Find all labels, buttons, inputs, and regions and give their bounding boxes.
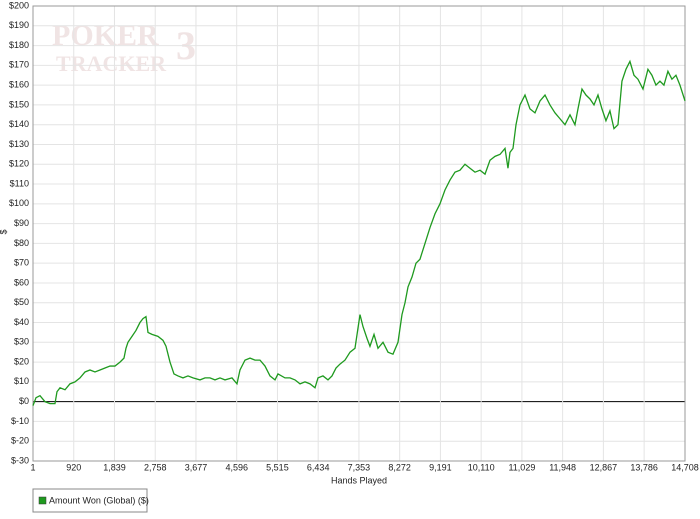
x-tick-label: 7,353 [348,462,371,472]
y-tick-label: $70 [14,258,29,268]
x-tick-label: 6,434 [307,462,330,472]
y-tick-label: $90 [14,218,29,228]
x-tick-label: 5,515 [266,462,289,472]
x-axis-label: Hands Played [331,475,387,485]
y-tick-label: $60 [14,277,29,287]
y-tick-label: $30 [14,337,29,347]
y-tick-label: $10 [14,376,29,386]
x-tick-label: 10,110 [468,462,495,472]
x-tick-label: 1 [30,462,35,472]
y-tick-label: $130 [9,139,29,149]
y-tick-label: $100 [9,198,29,208]
y-tick-label: $0 [19,396,29,406]
y-tick-label: $20 [14,356,29,366]
y-tick-label: $150 [9,99,29,109]
y-tick-label: $-20 [11,436,29,446]
x-tick-label: 2,758 [144,462,167,472]
x-tick-label: 9,191 [429,462,452,472]
y-tick-label: $-30 [11,455,29,465]
x-tick-label: 12,867 [590,462,618,472]
x-tick-label: 4,596 [225,462,248,472]
logo-text: POKER [52,19,159,52]
y-tick-label: $200 [9,0,29,10]
legend-swatch [38,496,47,505]
y-tick-label: $80 [14,238,29,248]
x-tick-label: 1,839 [103,462,126,472]
y-tick-label: $-10 [11,416,29,426]
x-tick-label: 11,029 [508,462,535,472]
y-tick-label: $40 [14,317,29,327]
x-tick-label: 8,272 [388,462,411,472]
x-tick-label: 14,708 [671,462,699,472]
legend-box [32,488,148,513]
y-tick-label: $190 [9,20,29,30]
plot-frame [32,5,686,462]
x-tick-label: 11,948 [549,462,576,472]
x-tick-label: 920 [66,462,81,472]
logo-text: TRACKER [56,51,167,76]
data-line [32,59,686,406]
x-tick-label: 3,677 [185,462,208,472]
y-tick-label: $50 [14,297,29,307]
legend-label: Amount Won (Global) ($) [49,495,149,505]
y-tick-label: $110 [10,178,29,188]
y-tick-label: $170 [9,60,29,70]
y-tick-label: $160 [9,80,29,90]
y-tick-label: $120 [9,159,29,169]
y-axis-label: $ [0,229,8,234]
x-tick-label: 13,786 [630,462,658,472]
y-tick-label: $180 [9,40,29,50]
y-tick-label: $140 [9,119,29,129]
